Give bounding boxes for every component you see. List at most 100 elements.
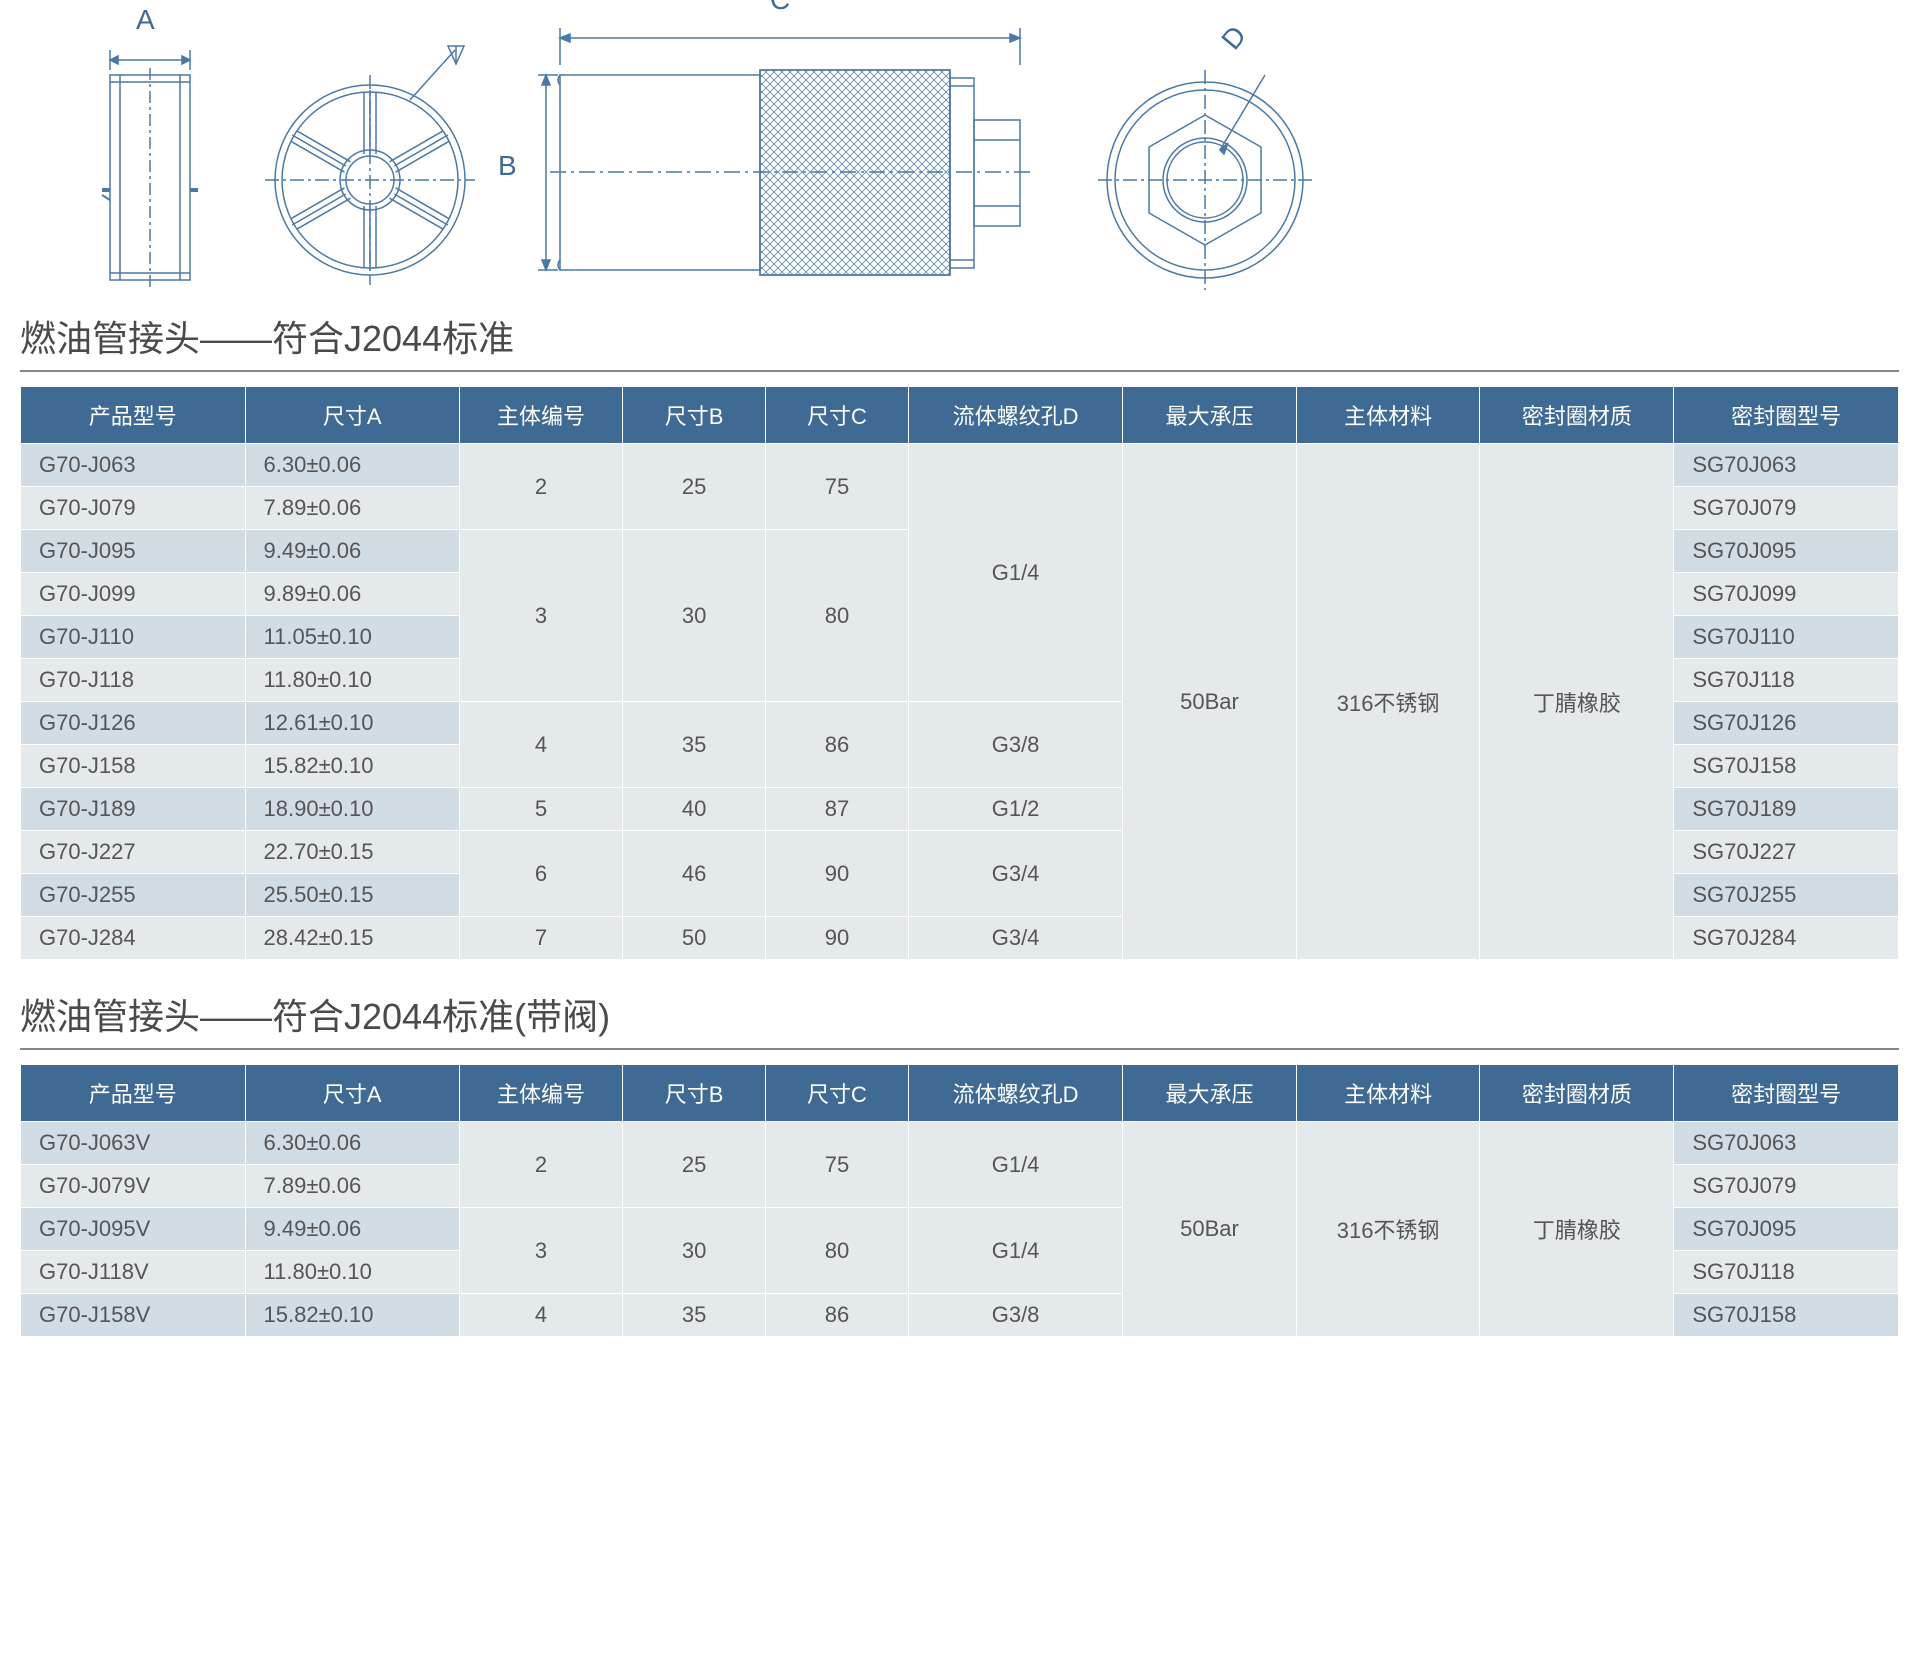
column-header: 主体材料	[1296, 1065, 1480, 1122]
cell-dim-c: 86	[766, 1294, 909, 1337]
cell-thread-d: G3/8	[908, 702, 1122, 788]
cell-dim-b: 35	[623, 702, 766, 788]
diagram-spoke-front	[260, 40, 490, 290]
cell-body-num: 6	[459, 831, 622, 917]
cell-model: G70-J079	[21, 487, 246, 530]
cell-body-num: 7	[459, 917, 622, 960]
section2-rule	[20, 1048, 1899, 1050]
column-header: 密封圈型号	[1674, 387, 1899, 444]
cell-dim-b: 46	[623, 831, 766, 917]
cell-seal-model: SG70J255	[1674, 874, 1899, 917]
cell-thread-d: G1/2	[908, 788, 1122, 831]
cell-body-num: 4	[459, 1294, 622, 1337]
cell-body-material: 316不锈钢	[1296, 1122, 1480, 1337]
dim-label-b: B	[498, 150, 517, 182]
column-header: 尺寸A	[245, 1065, 459, 1122]
cell-dim-b: 25	[623, 444, 766, 530]
cell-dim-a: 9.49±0.06	[245, 530, 459, 573]
cell-dim-c: 90	[766, 831, 909, 917]
cell-model: G70-J118	[21, 659, 246, 702]
cell-dim-a: 7.89±0.06	[245, 1165, 459, 1208]
column-header: 主体编号	[459, 387, 622, 444]
cell-seal-model: SG70J110	[1674, 616, 1899, 659]
column-header: 主体编号	[459, 1065, 622, 1122]
cell-dim-c: 80	[766, 1208, 909, 1294]
cell-seal-model: SG70J284	[1674, 917, 1899, 960]
cell-body-material: 316不锈钢	[1296, 444, 1480, 960]
cell-model: G70-J095	[21, 530, 246, 573]
column-header: 尺寸C	[766, 387, 909, 444]
cell-dim-c: 87	[766, 788, 909, 831]
column-header: 主体材料	[1296, 387, 1480, 444]
column-header: 最大承压	[1123, 1065, 1297, 1122]
cell-seal-model: SG70J063	[1674, 1122, 1899, 1165]
cell-seal-model: SG70J063	[1674, 444, 1899, 487]
cell-seal-model: SG70J126	[1674, 702, 1899, 745]
column-header: 尺寸A	[245, 387, 459, 444]
cell-seal-model: SG70J118	[1674, 659, 1899, 702]
column-header: 流体螺纹孔D	[908, 387, 1122, 444]
cell-model: G70-J227	[21, 831, 246, 874]
cell-seal-model: SG70J189	[1674, 788, 1899, 831]
cell-seal-model: SG70J079	[1674, 487, 1899, 530]
cell-seal-model: SG70J095	[1674, 530, 1899, 573]
cell-dim-a: 6.30±0.06	[245, 444, 459, 487]
cell-model: G70-J079V	[21, 1165, 246, 1208]
cell-model: G70-J099	[21, 573, 246, 616]
cell-thread-d: G3/8	[908, 1294, 1122, 1337]
cell-model: G70-J118V	[21, 1251, 246, 1294]
cell-model: G70-J284	[21, 917, 246, 960]
cell-dim-b: 40	[623, 788, 766, 831]
column-header: 尺寸B	[623, 387, 766, 444]
cell-dim-a: 18.90±0.10	[245, 788, 459, 831]
column-header: 最大承压	[1123, 387, 1297, 444]
cell-dim-b: 30	[623, 1208, 766, 1294]
cell-dim-b: 30	[623, 530, 766, 702]
column-header: 流体螺纹孔D	[908, 1065, 1122, 1122]
column-header: 密封圈材质	[1480, 387, 1674, 444]
cell-seal-model: SG70J227	[1674, 831, 1899, 874]
cell-seal-model: SG70J158	[1674, 745, 1899, 788]
cell-thread-d: G1/4	[908, 444, 1122, 702]
cell-body-num: 2	[459, 1122, 622, 1208]
diagram-row: A	[20, 20, 1899, 290]
cell-dim-a: 9.89±0.06	[245, 573, 459, 616]
svg-assembly-side	[530, 20, 1050, 290]
svg-end-view	[1090, 40, 1320, 290]
table-row: G70-J063V6.30±0.0622575G1/450Bar316不锈钢丁腈…	[21, 1122, 1899, 1165]
cell-model: G70-J158V	[21, 1294, 246, 1337]
cell-model: G70-J126	[21, 702, 246, 745]
column-header: 密封圈型号	[1674, 1065, 1899, 1122]
cell-thread-d: G3/4	[908, 917, 1122, 960]
column-header: 尺寸C	[766, 1065, 909, 1122]
cell-dim-a: 6.30±0.06	[245, 1122, 459, 1165]
diagram-assembly-side: C B	[530, 20, 1050, 290]
column-header: 产品型号	[21, 1065, 246, 1122]
cell-dim-a: 15.82±0.10	[245, 745, 459, 788]
cell-model: G70-J063V	[21, 1122, 246, 1165]
cell-dim-a: 9.49±0.06	[245, 1208, 459, 1251]
cell-seal-model: SG70J095	[1674, 1208, 1899, 1251]
dim-label-a: A	[136, 4, 155, 36]
spec-table-1: 产品型号尺寸A主体编号尺寸B尺寸C流体螺纹孔D最大承压主体材料密封圈材质密封圈型…	[20, 386, 1899, 960]
cell-dim-b: 35	[623, 1294, 766, 1337]
dim-label-c: C	[770, 0, 790, 16]
cell-thread-d: G3/4	[908, 831, 1122, 917]
cell-body-num: 3	[459, 1208, 622, 1294]
cell-model: G70-J063	[21, 444, 246, 487]
cell-thread-d: G1/4	[908, 1122, 1122, 1208]
section1-title: 燃油管接头——符合J2044标准	[20, 310, 1899, 362]
spec-table-2: 产品型号尺寸A主体编号尺寸B尺寸C流体螺纹孔D最大承压主体材料密封圈材质密封圈型…	[20, 1064, 1899, 1337]
cell-dim-a: 11.80±0.10	[245, 659, 459, 702]
svg-sleeve-side	[80, 40, 220, 290]
diagram-end-view: D	[1090, 40, 1320, 290]
column-header: 密封圈材质	[1480, 1065, 1674, 1122]
cell-dim-b: 50	[623, 917, 766, 960]
cell-dim-a: 7.89±0.06	[245, 487, 459, 530]
cell-model: G70-J158	[21, 745, 246, 788]
section2-title: 燃油管接头——符合J2044标准(带阀)	[20, 988, 1899, 1040]
cell-body-num: 3	[459, 530, 622, 702]
cell-dim-c: 80	[766, 530, 909, 702]
cell-body-num: 4	[459, 702, 622, 788]
cell-dim-b: 25	[623, 1122, 766, 1208]
